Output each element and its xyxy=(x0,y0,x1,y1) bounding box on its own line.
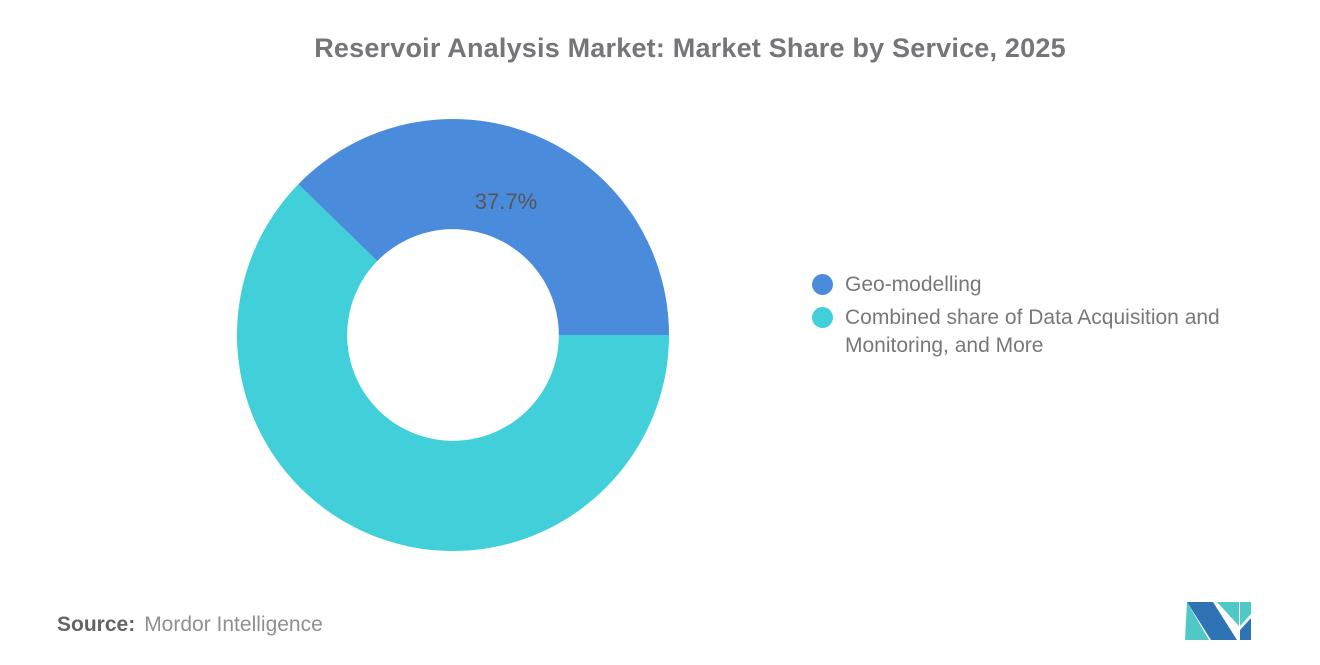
legend-item-combined-share: Combined share of Data Acquisition and M… xyxy=(812,304,1220,360)
logo-right-teal-bar xyxy=(1240,602,1251,626)
legend: Geo-modelling Combined share of Data Acq… xyxy=(812,271,1220,360)
pie-slice-0 xyxy=(298,119,669,336)
donut-chart xyxy=(236,119,669,552)
donut-chart-area: 37.7% xyxy=(233,115,673,555)
mordor-intelligence-logo xyxy=(1185,602,1251,640)
logo-main-blue-diagonal xyxy=(1187,602,1237,640)
logo-left-teal-stroke xyxy=(1185,602,1209,640)
legend-label: Combined share of Data Acquisition and M… xyxy=(845,306,1220,357)
logo-top-teal-triangle xyxy=(1217,602,1239,626)
legend-marker-icon xyxy=(812,274,833,295)
logo-right-blue-bar xyxy=(1240,618,1251,640)
page-title: Reservoir Analysis Market: Market Share … xyxy=(314,33,1066,63)
legend-item-geo-modelling: Geo-modelling xyxy=(812,271,1220,299)
pie-slice-1 xyxy=(236,184,669,552)
source-attribution: Source: Mordor Intelligence xyxy=(57,613,323,637)
legend-marker-icon xyxy=(812,307,833,328)
source-label: Source: xyxy=(57,613,136,636)
slice-data-label: 37.7% xyxy=(474,189,538,214)
source-value: Mordor Intelligence xyxy=(144,613,323,636)
legend-label: Geo-modelling xyxy=(845,273,982,296)
